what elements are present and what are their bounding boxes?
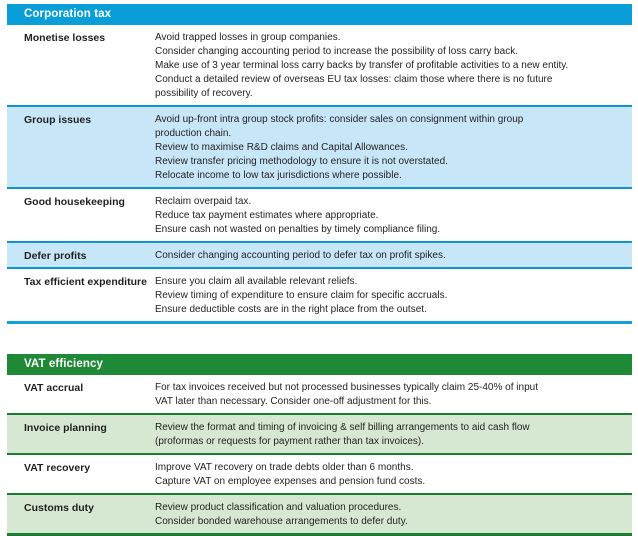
table-row: Customs duty Review product classificati… bbox=[7, 493, 632, 533]
item-line: Conduct a detailed review of overseas EU… bbox=[155, 74, 553, 99]
table-row: Monetise losses Avoid trapped losses in … bbox=[7, 25, 632, 105]
item-line: For tax invoices received but not proces… bbox=[155, 382, 538, 407]
item-line: Avoid trapped losses in group companies. bbox=[155, 32, 341, 43]
row-label: Group issues bbox=[24, 114, 92, 126]
item-line: Review transfer pricing methodology to e… bbox=[155, 156, 448, 167]
item-line: Review product classification and valuat… bbox=[155, 502, 402, 513]
item-line: Consider bonded warehouse arrangements t… bbox=[155, 516, 408, 527]
item-line: Consider changing accounting period to i… bbox=[155, 46, 518, 57]
row-label: Invoice planning bbox=[24, 422, 107, 434]
item-line: Review to maximise R&D claims and Capita… bbox=[155, 142, 408, 153]
table-row: Good housekeeping Reclaim overpaid tax. … bbox=[7, 187, 632, 241]
table-row: Defer profits Consider changing accounti… bbox=[7, 241, 632, 267]
item-line: Reduce tax payment estimates where appro… bbox=[155, 210, 379, 221]
row-items: Improve VAT recovery on trade debts olde… bbox=[155, 459, 632, 489]
row-items: Consider changing accounting period to d… bbox=[155, 247, 632, 263]
item-line: Make use of 3 year terminal loss carry b… bbox=[155, 60, 569, 71]
item-line: Ensure deductible costs are in the right… bbox=[155, 304, 427, 315]
row-label: Good housekeeping bbox=[24, 196, 125, 208]
row-items: Review the format and timing of invoicin… bbox=[155, 419, 632, 449]
row-label: Customs duty bbox=[24, 502, 95, 514]
item-line: Avoid up-front intra group stock profits… bbox=[155, 114, 524, 139]
table-row: Tax efficient expenditure Ensure you cla… bbox=[7, 267, 632, 321]
table-row: Group issues Avoid up-front intra group … bbox=[7, 105, 632, 187]
table-row: Invoice planning Review the format and t… bbox=[7, 413, 632, 453]
item-line: Review the format and timing of invoicin… bbox=[155, 422, 530, 447]
row-label: VAT recovery bbox=[24, 462, 91, 474]
item-line: Improve VAT recovery on trade debts olde… bbox=[155, 462, 414, 473]
item-line: Consider changing accounting period to d… bbox=[155, 250, 446, 261]
item-line: Ensure you claim all available relevant … bbox=[155, 276, 358, 287]
item-line: Ensure cash not wasted on penalties by t… bbox=[155, 224, 441, 235]
row-items: Review product classification and valuat… bbox=[155, 499, 632, 529]
row-label: Monetise losses bbox=[24, 32, 106, 44]
row-items: Avoid up-front intra group stock profits… bbox=[155, 111, 632, 183]
item-line: Relocate income to low tax jurisdictions… bbox=[155, 170, 402, 181]
table-row: VAT recovery Improve VAT recovery on tra… bbox=[7, 453, 632, 493]
row-label: Tax efficient expenditure bbox=[24, 276, 147, 288]
item-line: Capture VAT on employee expenses and pen… bbox=[155, 476, 426, 487]
row-items: Avoid trapped losses in group companies.… bbox=[155, 29, 632, 101]
row-label: VAT accrual bbox=[24, 382, 84, 394]
table-row: VAT accrual For tax invoices received bu… bbox=[7, 375, 632, 413]
tax-planning-tables: Corporation tax Monetise losses Avoid tr… bbox=[7, 4, 632, 536]
item-line: Reclaim overpaid tax. bbox=[155, 196, 252, 207]
row-items: For tax invoices received but not proces… bbox=[155, 379, 632, 409]
row-items: Reclaim overpaid tax. Reduce tax payment… bbox=[155, 193, 632, 237]
section-bottom-rule bbox=[7, 321, 632, 324]
row-label: Defer profits bbox=[24, 250, 87, 262]
item-line: Review timing of expenditure to ensure c… bbox=[155, 290, 448, 301]
section-title: Corporation tax bbox=[7, 4, 632, 25]
section-vat-efficiency: VAT efficiency VAT accrual For tax invoi… bbox=[7, 354, 632, 536]
row-items: Ensure you claim all available relevant … bbox=[155, 273, 632, 317]
section-corporation-tax: Corporation tax Monetise losses Avoid tr… bbox=[7, 4, 632, 324]
section-title: VAT efficiency bbox=[7, 354, 632, 375]
